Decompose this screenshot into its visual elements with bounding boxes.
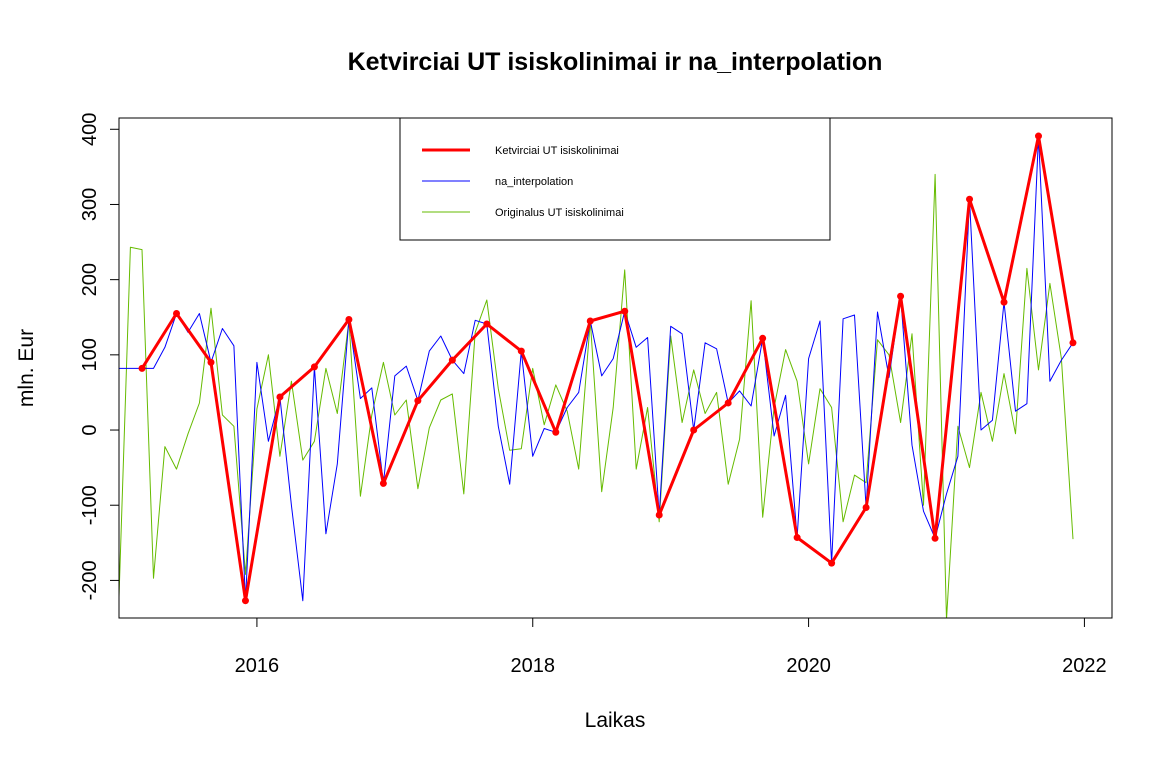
data-point [448, 356, 456, 364]
y-tick-label: 400 [79, 113, 101, 146]
y-tick-label: -200 [79, 560, 101, 600]
data-point [379, 479, 387, 487]
x-tick-label: 2016 [235, 655, 280, 677]
legend-entry: na_interpolation [495, 176, 573, 188]
data-point [483, 320, 491, 328]
data-point [1000, 298, 1008, 306]
data-point [173, 309, 181, 317]
data-point [276, 393, 284, 401]
y-tick-label: 200 [79, 263, 101, 296]
series-line-0 [140, 134, 1075, 603]
data-point [1069, 339, 1077, 347]
data-point [690, 426, 698, 434]
data-point [724, 399, 732, 407]
y-tick-label: 0 [79, 424, 101, 435]
x-tick-label: 2022 [1062, 655, 1107, 677]
legend-entry: Originalus UT isiskolinimai [495, 207, 624, 219]
data-point [862, 503, 870, 511]
data-point [345, 316, 353, 324]
data-point [1034, 132, 1042, 140]
series-line-2 [119, 173, 1074, 618]
data-point [241, 597, 249, 605]
data-point [828, 559, 836, 567]
y-tick-label: 100 [79, 338, 101, 371]
data-point [138, 364, 146, 372]
legend-box [399, 117, 831, 241]
data-point [931, 534, 939, 542]
chart-title: Ketvirciai UT isiskolinimai ir na_interp… [348, 48, 883, 76]
data-point [759, 334, 767, 342]
legend: Ketvirciai UT isiskolinimai na_interpolat… [399, 117, 831, 241]
data-point [552, 428, 560, 436]
x-axis-label: Laikas [585, 709, 646, 732]
data-point [517, 347, 525, 355]
data-point [310, 363, 318, 371]
data-point [586, 317, 594, 325]
data-point [897, 292, 905, 300]
data-point [621, 307, 629, 315]
data-point [793, 534, 801, 542]
series-layer [119, 132, 1077, 618]
y-axis-label: mln. Eur [15, 329, 38, 407]
series-group [119, 132, 1077, 618]
data-point [207, 358, 215, 366]
data-point [966, 195, 974, 203]
data-point [655, 511, 663, 519]
data-point [414, 397, 422, 405]
y-tick-label: -100 [79, 485, 101, 525]
x-tick-label: 2020 [786, 655, 831, 677]
legend-entry: Ketvirciai UT isiskolinimai [495, 145, 619, 157]
x-tick-label: 2018 [511, 655, 556, 677]
y-tick-label: 300 [79, 188, 101, 221]
